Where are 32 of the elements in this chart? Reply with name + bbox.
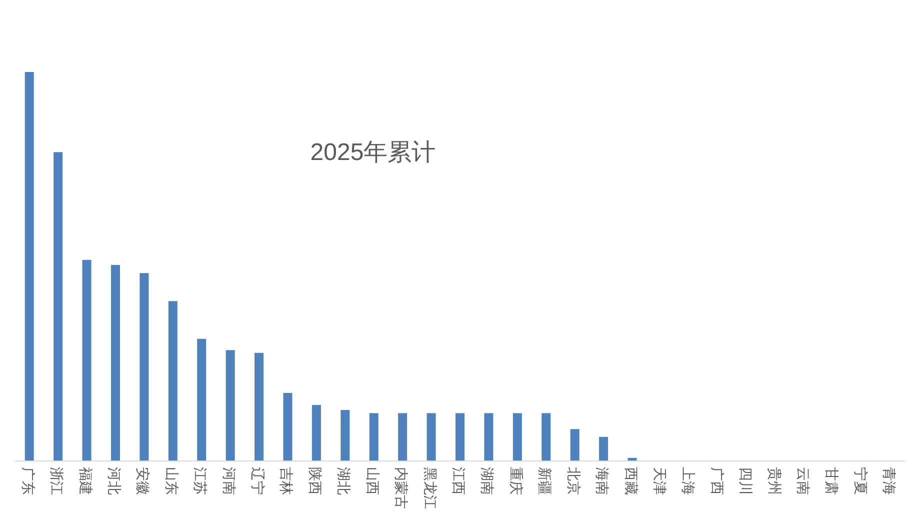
x-tick-label: 山西: [364, 467, 380, 495]
x-tick-label: 陕西: [306, 467, 322, 495]
x-tick-label: 河南: [220, 467, 236, 495]
x-tick-label: 广东: [19, 467, 36, 495]
x-tick-label: 宁夏: [852, 467, 868, 495]
x-tick-label: 上海: [680, 467, 696, 495]
x-tick-label: 云南: [794, 467, 811, 495]
x-tick-label: 甘肃: [823, 467, 840, 495]
x-tick-label: 青海: [880, 467, 897, 495]
x-tick-label: 湖北: [335, 467, 352, 495]
x-tick-label: 贵州: [766, 467, 782, 495]
x-tick-label: 江西: [450, 467, 466, 495]
x-tick-label: 安徽: [134, 467, 150, 495]
x-tick-label: 江苏: [192, 467, 208, 495]
x-tick-label: 湖南: [478, 467, 495, 495]
x-tick-label: 内蒙古: [392, 467, 409, 509]
x-tick-label: 山东: [162, 467, 179, 495]
x-tick-label: 重庆: [507, 467, 524, 495]
x-tick-label: 吉林: [278, 467, 294, 495]
x-tick-label: 西藏: [622, 467, 638, 495]
x-tick-label: 辽宁: [249, 467, 266, 495]
x-tick-label: 黑龙江: [421, 467, 438, 509]
x-tick-label: 四川: [737, 467, 754, 495]
x-tick-label: 河北: [105, 467, 122, 495]
x-tick-label: 天津: [650, 467, 667, 495]
x-tick-label: 福建: [76, 467, 93, 495]
x-tick-label: 海南: [594, 467, 610, 495]
x-tick-label: 广西: [708, 467, 724, 495]
x-tick-label: 北京: [564, 467, 581, 495]
text: 2025年累计: [310, 139, 436, 166]
x-tick-label: 新疆: [536, 467, 552, 495]
x-tick-label: 浙江: [48, 467, 64, 495]
